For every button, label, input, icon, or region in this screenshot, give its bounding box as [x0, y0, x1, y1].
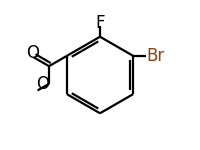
Text: F: F	[95, 14, 105, 32]
Text: Br: Br	[146, 47, 164, 65]
Text: O: O	[36, 75, 49, 93]
Text: O: O	[26, 44, 39, 62]
